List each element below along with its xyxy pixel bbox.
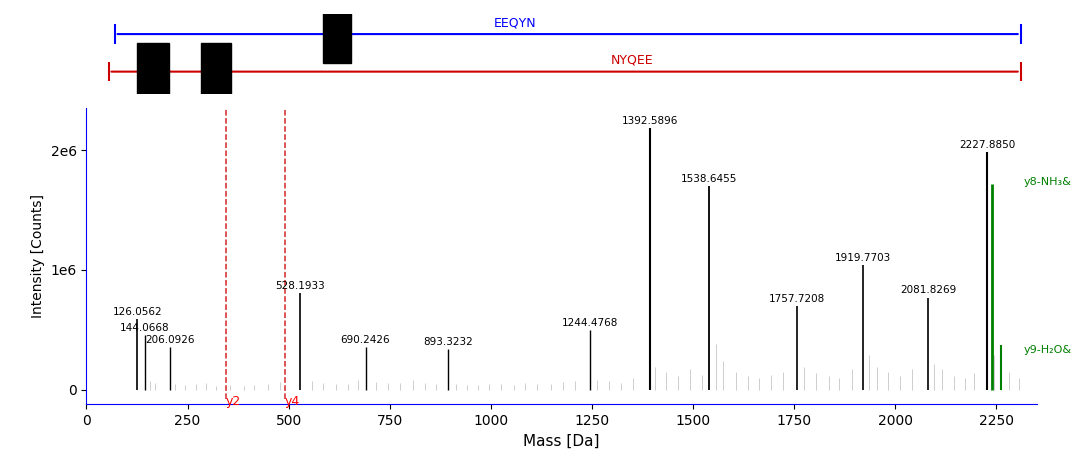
Text: 1392.5896: 1392.5896 xyxy=(621,116,678,126)
Text: 1919.7703: 1919.7703 xyxy=(835,253,891,263)
Text: 126.0562: 126.0562 xyxy=(112,307,162,317)
Text: y8-NH₃&: y8-NH₃& xyxy=(1024,177,1071,188)
X-axis label: Mass [Da]: Mass [Da] xyxy=(524,433,599,448)
Text: y2: y2 xyxy=(226,395,241,407)
Text: y4: y4 xyxy=(284,395,299,407)
Text: 2227.8850: 2227.8850 xyxy=(959,141,1015,150)
Text: 690.2426: 690.2426 xyxy=(340,335,390,345)
Text: 1244.4768: 1244.4768 xyxy=(562,318,618,328)
Text: 144.0668: 144.0668 xyxy=(120,322,170,332)
Bar xyxy=(323,5,351,63)
Text: y9-H₂O&: y9-H₂O& xyxy=(1024,345,1072,355)
Y-axis label: Intensity [Counts]: Intensity [Counts] xyxy=(31,194,45,318)
Text: NYQEE: NYQEE xyxy=(611,54,653,67)
Text: 206.0926: 206.0926 xyxy=(145,335,194,345)
Bar xyxy=(137,43,170,101)
Bar xyxy=(201,43,231,101)
Text: 1757.7208: 1757.7208 xyxy=(769,294,825,304)
Text: 2081.8269: 2081.8269 xyxy=(901,285,957,295)
Text: 528.1933: 528.1933 xyxy=(275,281,325,290)
Text: 893.3232: 893.3232 xyxy=(422,337,473,347)
Text: EEQYN: EEQYN xyxy=(494,16,537,29)
Text: 1538.6455: 1538.6455 xyxy=(680,174,737,184)
